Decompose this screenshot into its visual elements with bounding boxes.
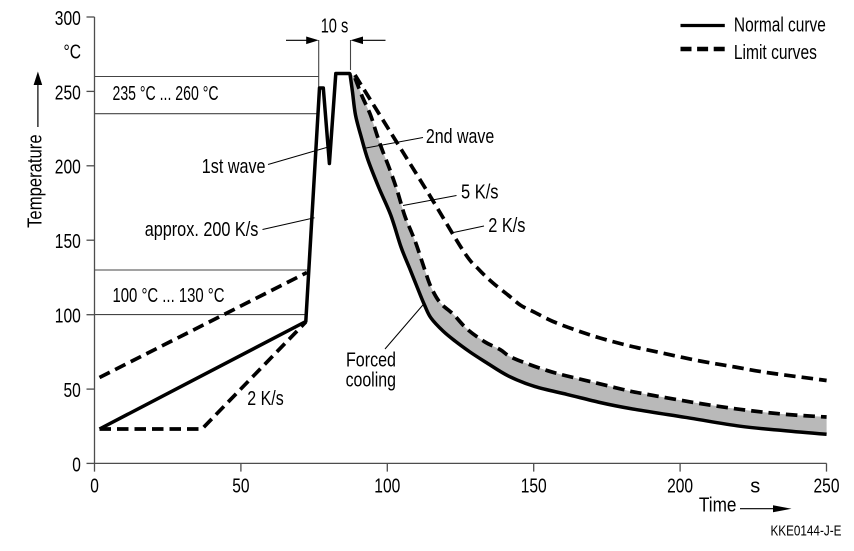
svg-text:Time: Time xyxy=(699,494,737,517)
svg-text:235 °C ... 260 °C: 235 °C ... 260 °C xyxy=(113,82,219,105)
svg-text:10 s: 10 s xyxy=(321,15,349,38)
svg-text:100 °C ... 130 °C: 100 °C ... 130 °C xyxy=(113,284,225,307)
svg-text:KKE0144-J-E: KKE0144-J-E xyxy=(771,522,842,539)
svg-text:cooling: cooling xyxy=(346,369,396,392)
svg-text:Normal curve: Normal curve xyxy=(734,14,826,37)
svg-text:100: 100 xyxy=(374,474,400,497)
svg-text:0: 0 xyxy=(90,474,99,497)
svg-text:5 K/s: 5 K/s xyxy=(461,180,499,203)
svg-text:100: 100 xyxy=(55,305,81,328)
svg-text:approx. 200 K/s: approx. 200 K/s xyxy=(145,218,259,241)
svg-text:2nd wave: 2nd wave xyxy=(426,125,494,148)
svg-text:50: 50 xyxy=(232,474,249,497)
svg-text:1st wave: 1st wave xyxy=(202,155,266,178)
svg-text:250: 250 xyxy=(55,81,81,104)
svg-text:°C: °C xyxy=(64,41,82,64)
svg-text:150: 150 xyxy=(55,230,81,253)
svg-text:300: 300 xyxy=(55,7,81,30)
svg-text:0: 0 xyxy=(72,453,81,476)
svg-text:200: 200 xyxy=(667,474,693,497)
svg-text:Forced: Forced xyxy=(346,349,396,372)
svg-text:250: 250 xyxy=(814,474,840,497)
svg-text:200: 200 xyxy=(55,156,81,179)
svg-text:50: 50 xyxy=(64,379,81,402)
svg-text:Temperature: Temperature xyxy=(24,134,47,228)
svg-text:2 K/s: 2 K/s xyxy=(247,387,283,410)
svg-text:150: 150 xyxy=(521,474,547,497)
svg-text:2 K/s: 2 K/s xyxy=(488,214,525,237)
svg-text:Limit curves: Limit curves xyxy=(734,41,817,64)
svg-text:s: s xyxy=(750,474,760,497)
